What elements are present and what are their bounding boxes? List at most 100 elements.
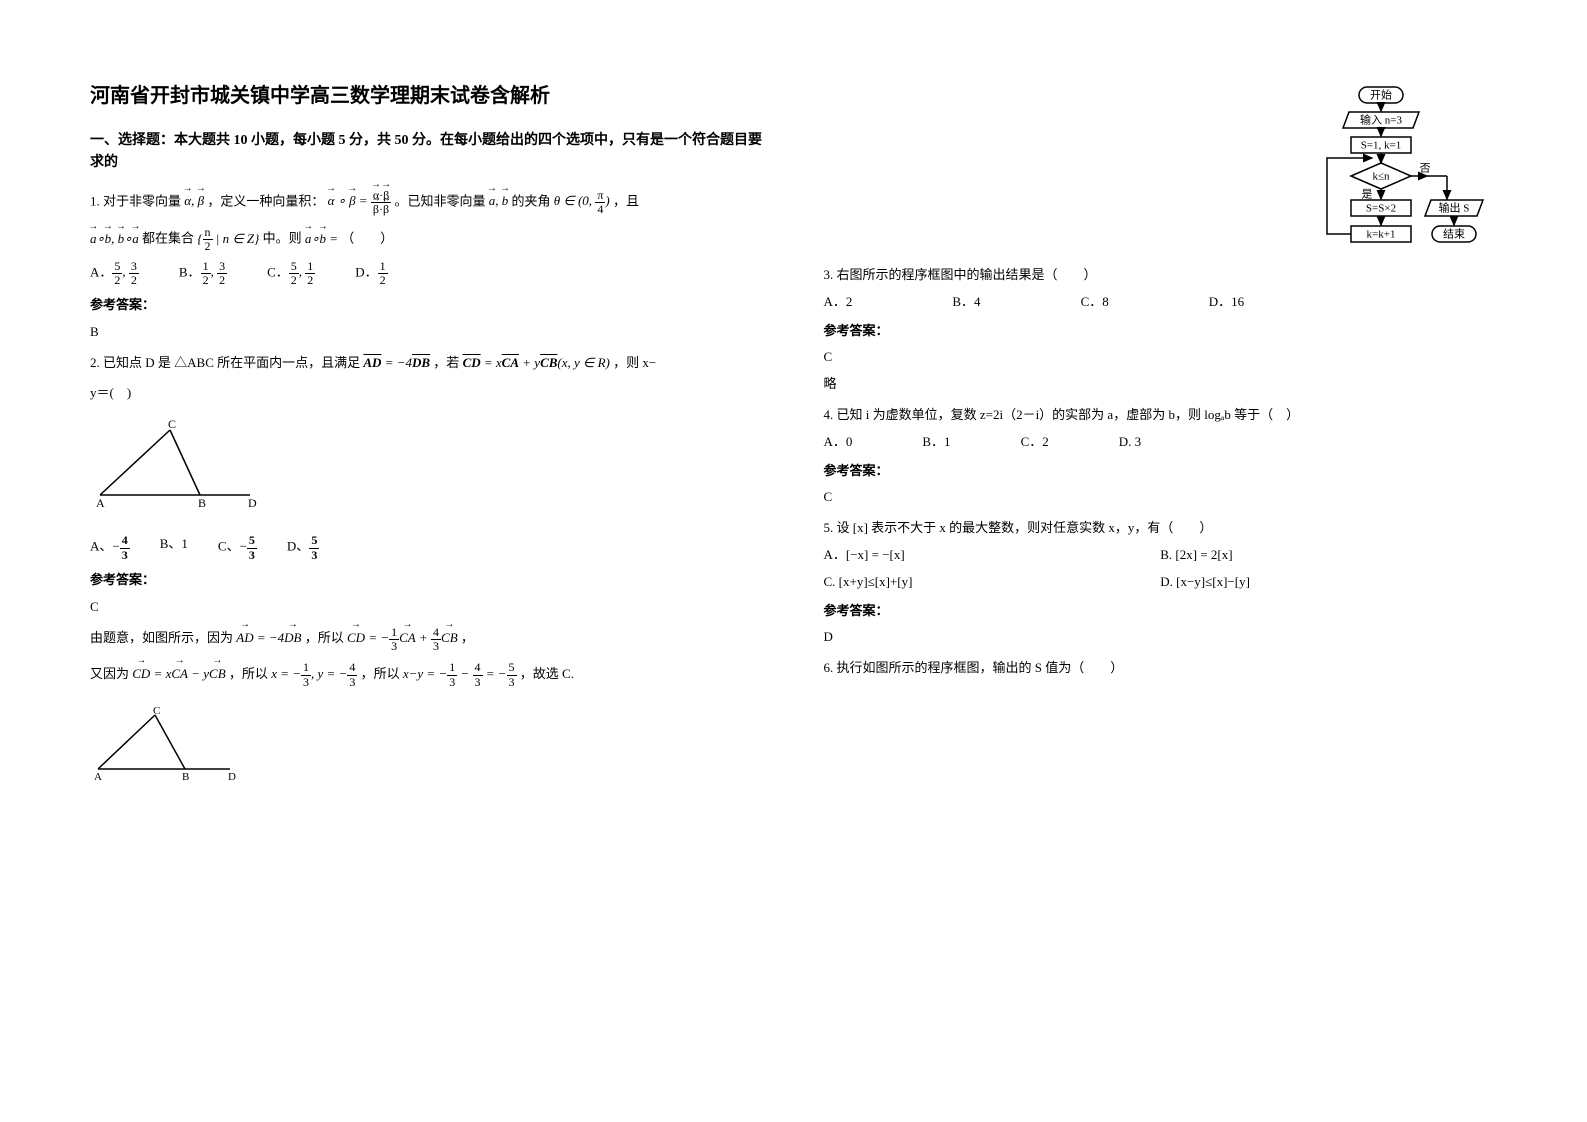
flow-body: S=S×2	[1366, 203, 1396, 215]
q2-e2a: 又因为	[90, 666, 129, 681]
q3-opt-a: A．2	[824, 292, 853, 313]
q2-e2d: ，故选 C.	[520, 666, 574, 681]
q2-e1c: ，	[461, 630, 474, 645]
q1-opt-b: B．12, 32	[179, 260, 227, 287]
q4-opt-a: A．0	[824, 432, 853, 453]
q2-e2b: ，所以	[229, 666, 268, 681]
q1-theta: θ ∈ (0, π4)	[554, 193, 610, 208]
tri-label-c: C	[168, 420, 176, 431]
q3-lue: 略	[824, 374, 1498, 395]
q1-opt-b-label: B．	[179, 264, 201, 279]
q1-vec-alpha-beta: α, β	[184, 193, 204, 208]
q2-options: A、−43 B、1 C、−53 D、53	[90, 534, 764, 561]
q2-triangle-diagram: A B C D	[90, 420, 260, 510]
q2-cd-eq: CD = xCA + yCB(x, y ∈ R)	[463, 355, 610, 370]
q2-e1a: 由题意，如图所示，因为	[90, 630, 233, 645]
q1-opt-a-label: A．	[90, 264, 112, 279]
q1-opt-a: A．52, 32	[90, 260, 139, 287]
flowchart-diagram: 开始 输入 n=3 S=1, k=1 k≤n 是 否 S=S×2 k=k+1 输…	[1307, 85, 1487, 260]
q2-e2-f2: x = −13, y = −43	[271, 666, 357, 681]
q2-opt-d-label: D、	[287, 539, 309, 554]
q2-answer: C	[90, 597, 764, 618]
question-1: 1. 对于非零向量 α, β ，定义一种向量积： α ∘ β = α·ββ·β …	[90, 189, 764, 216]
q3-opt-c: C．8	[1081, 292, 1109, 313]
tri2-label-c: C	[153, 707, 160, 717]
question-5: 5. 设 [x] 表示不大于 x 的最大整数，则对任意实数 x，y，有（ ）	[824, 518, 1498, 539]
flow-init: S=1, k=1	[1361, 140, 1402, 152]
q1-stem-d: 的夹角	[512, 193, 551, 208]
q4-options: A．0 B．1 C．2 D. 3	[824, 432, 1498, 453]
question-1-cont: a∘b, b∘a 都在集合 {n2 | n ∈ Z} 中。则 a∘b = （ ）	[90, 226, 764, 253]
q1-stem-h: （ ）	[341, 231, 393, 246]
q2-e1-f1: AD = −4DB	[236, 630, 301, 645]
q5-answer: D	[824, 627, 1498, 648]
q5-opt-b: B. [2x] = 2[x]	[1160, 545, 1497, 566]
q4-opt-c: C．2	[1021, 432, 1049, 453]
q1-answer-label: 参考答案：	[90, 295, 764, 316]
q2-stem-a: 2. 已知点 D 是 △ABC 所在平面内一点，且满足	[90, 355, 360, 370]
question-3: 3. 右图所示的程序框图中的输出结果是（ ）	[824, 265, 1498, 286]
q2-opt-b: B、1	[160, 534, 188, 561]
q5-options: A．[−x] = −[x] B. [2x] = 2[x] C. [x+y]≤[x…	[824, 545, 1498, 593]
q1-opt-d-label: D．	[355, 264, 377, 279]
q1-vec-ab: a, b	[489, 193, 509, 208]
q3-opt-d: D．16	[1209, 292, 1244, 313]
q2-opt-a: A、−43	[90, 534, 130, 561]
q2-e2-f1: CD = xCA − yCB	[132, 666, 225, 681]
flow-yes: 是	[1362, 188, 1373, 201]
q2-opt-c-label: C、	[218, 539, 240, 554]
q3-opt-b: B．4	[952, 292, 980, 313]
flow-output: 输出 S	[1439, 201, 1470, 215]
tri2-label-b: B	[182, 771, 189, 782]
left-column: 河南省开封市城关镇中学高三数学理期末试卷含解析 一、选择题：本大题共 10 小题…	[90, 80, 764, 800]
q3-answer: C	[824, 347, 1498, 368]
q2-stem-c: ，则 x−	[613, 355, 656, 370]
q1-opt-c-label: C．	[267, 264, 289, 279]
q1-opt-d: D．12	[355, 260, 387, 287]
q4-opt-d: D. 3	[1119, 432, 1141, 453]
q1-formula: α ∘ β = α·ββ·β	[328, 193, 392, 208]
q2-e1b: ，所以	[305, 630, 344, 645]
page-title: 河南省开封市城关镇中学高三数学理期末试卷含解析	[90, 80, 764, 112]
flow-inc: k=k+1	[1367, 229, 1396, 241]
q1-ab-ba: a∘b, b∘a	[90, 231, 139, 246]
q1-a-circ-b: a∘b =	[305, 231, 338, 246]
q2-explain-2: 又因为 CD = xCA − yCB ，所以 x = −13, y = −43 …	[90, 661, 764, 689]
q3-answer-label: 参考答案：	[824, 321, 1498, 342]
q4-opt-b: B．1	[922, 432, 950, 453]
q2-e2-f3: x−y = −13 − 43 = −53	[403, 666, 517, 681]
question-6: 6. 执行如图所示的程序框图，输出的 S 值为（ ）	[824, 658, 1498, 679]
q2-opt-a-label: A、	[90, 539, 112, 554]
q5-opt-a: A．[−x] = −[x]	[824, 545, 1161, 566]
q4-answer-label: 参考答案：	[824, 461, 1498, 482]
q5-answer-label: 参考答案：	[824, 601, 1498, 622]
flow-start: 开始	[1370, 88, 1392, 102]
q2-opt-d: D、53	[287, 534, 319, 561]
q2-opt-c: C、−53	[218, 534, 257, 561]
q1-set: {n2 | n ∈ Z}	[197, 231, 259, 246]
flow-input: 输入 n=3	[1360, 113, 1402, 127]
q1-stem-g: 中。则	[263, 231, 302, 246]
flow-no: 否	[1420, 163, 1431, 175]
tri2-label-d: D	[228, 771, 236, 782]
q1-stem-a: 1. 对于非零向量	[90, 193, 181, 208]
q3-options: A．2 B．4 C．8 D．16	[824, 292, 1498, 313]
q1-options: A．52, 32 B．12, 32 C．52, 12 D．12	[90, 260, 764, 287]
q1-stem-b: ，定义一种向量积：	[207, 193, 324, 208]
q2-explain-1: 由题意，如图所示，因为 AD = −4DB ，所以 CD = −13CA + 4…	[90, 625, 764, 653]
q1-answer: B	[90, 322, 764, 343]
q5-opt-c: C. [x+y]≤[x]+[y]	[824, 572, 1161, 593]
q2-stem-b: ，若	[433, 355, 459, 370]
q2-e2c: ，所以	[361, 666, 400, 681]
tri-label-a: A	[96, 496, 105, 510]
flow-end: 结束	[1443, 228, 1465, 241]
flow-cond: k≤n	[1372, 171, 1390, 183]
q1-stem-e: ，且	[613, 193, 639, 208]
section-1-title: 一、选择题：本大题共 10 小题，每小题 5 分，共 50 分。在每小题给出的四…	[90, 130, 764, 175]
q2-e1-f2: CD = −13CA + 43CB	[347, 630, 458, 645]
q2-answer-label: 参考答案：	[90, 570, 764, 591]
q2-stem-d: y＝( )	[90, 383, 764, 404]
question-2: 2. 已知点 D 是 △ABC 所在平面内一点，且满足 AD = −4DB ，若…	[90, 353, 764, 374]
q2-triangle-diagram-2: A B C D	[90, 707, 240, 782]
tri-label-d: D	[248, 496, 257, 510]
